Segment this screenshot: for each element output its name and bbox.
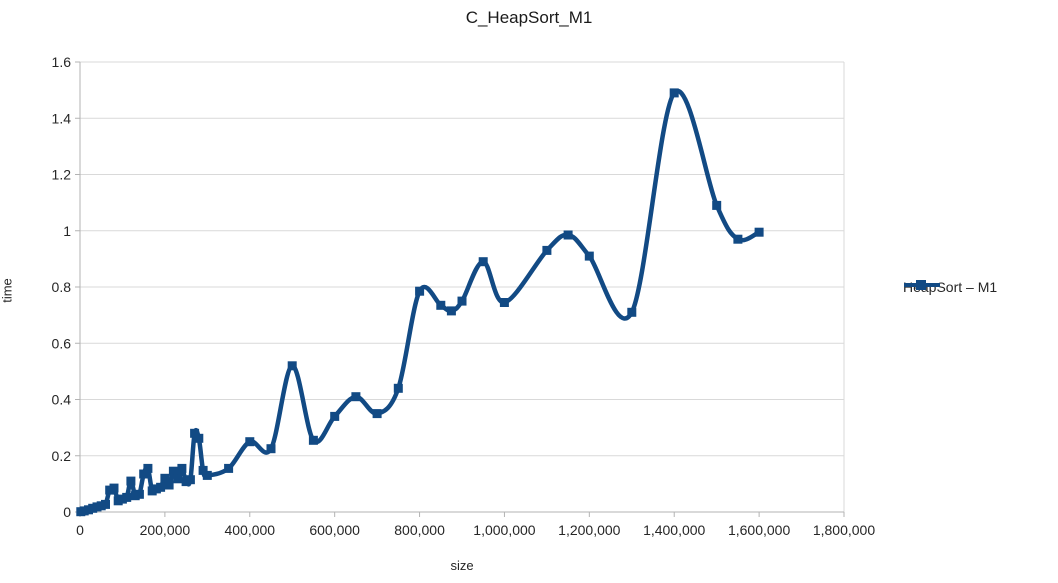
data-point-marker <box>160 473 170 483</box>
data-point-marker <box>563 230 573 240</box>
data-point-marker <box>168 466 178 476</box>
data-point-marker <box>202 470 212 480</box>
data-point-marker <box>499 298 509 307</box>
y-tick-label: 1.4 <box>52 110 72 126</box>
data-point-marker <box>669 88 679 98</box>
data-point-marker <box>245 437 255 447</box>
data-point-marker <box>156 482 166 492</box>
data-point-marker <box>198 465 208 475</box>
data-point-marker <box>627 307 637 317</box>
x-tick-label: 1,200,000 <box>558 522 620 538</box>
x-tick-label: 0 <box>76 522 84 538</box>
y-tick-label: 0.8 <box>52 279 72 295</box>
y-tick-label: 1 <box>63 223 71 239</box>
x-tick-label: 1,400,000 <box>643 522 705 538</box>
data-point-marker <box>393 383 403 393</box>
x-tick-label: 600,000 <box>309 522 360 538</box>
data-point-marker <box>372 409 382 419</box>
x-tick-label: 800,000 <box>394 522 445 538</box>
x-tick-label: 1,800,000 <box>813 522 875 538</box>
data-point-marker <box>194 433 204 443</box>
data-point-marker <box>584 251 594 261</box>
x-tick-label: 1,000,000 <box>473 522 535 538</box>
y-tick-label: 1.6 <box>52 54 72 70</box>
y-tick-label: 1.2 <box>52 167 72 183</box>
data-point-marker <box>308 435 318 445</box>
x-tick-label: 1,600,000 <box>728 522 790 538</box>
data-point-marker <box>139 469 149 479</box>
y-tick-label: 0.4 <box>52 392 72 408</box>
data-point-marker <box>101 499 110 509</box>
data-point-marker <box>446 306 456 316</box>
x-axis-title: size <box>450 558 474 573</box>
y-tick-label: 0 <box>63 504 71 520</box>
data-point-marker <box>436 300 446 310</box>
data-point-marker <box>190 428 200 438</box>
data-point-marker <box>542 245 552 255</box>
legend: HeapSort – M1 <box>903 279 997 295</box>
legend-series-marker-icon <box>904 280 940 290</box>
data-point-marker <box>266 444 276 454</box>
data-point-marker <box>177 463 187 473</box>
series-line <box>78 88 762 514</box>
data-point-marker <box>351 392 361 402</box>
data-point-marker <box>134 489 144 499</box>
chart-title: C_HeapSort_M1 <box>465 8 593 27</box>
y-tick-label: 0.6 <box>52 335 72 351</box>
data-point-marker <box>109 483 119 493</box>
data-point-marker <box>185 475 195 485</box>
data-point-marker <box>287 361 297 371</box>
data-point-marker <box>143 463 153 473</box>
data-point-marker <box>224 463 234 473</box>
data-point-marker <box>164 480 174 490</box>
x-tick-label: 200,000 <box>140 522 191 538</box>
data-point-marker <box>126 476 136 486</box>
data-point-marker <box>754 227 764 237</box>
data-point-marker <box>712 200 722 210</box>
y-tick-label: 0.2 <box>52 448 72 464</box>
data-point-marker <box>733 234 743 244</box>
data-point-marker <box>415 286 425 296</box>
data-point-marker <box>173 474 183 484</box>
data-point-marker <box>457 296 467 306</box>
data-point-marker <box>330 411 340 421</box>
data-point-marker <box>478 257 488 267</box>
x-tick-label: 400,000 <box>224 522 275 538</box>
data-point-marker <box>122 492 132 502</box>
